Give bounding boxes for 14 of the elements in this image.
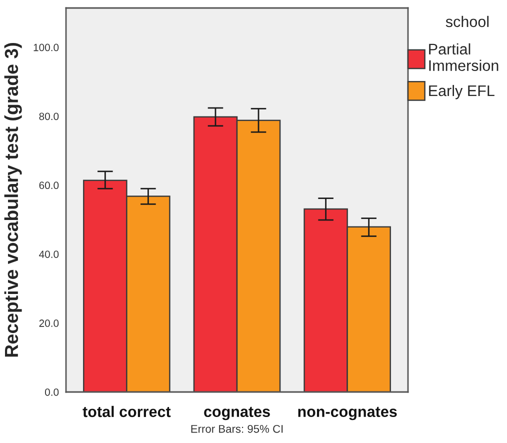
y-tick-label: 20.0	[39, 320, 59, 327]
y-tick-label: 40.0	[39, 250, 59, 258]
legend-label: Early EFL	[429, 84, 494, 100]
y-tick-label: 60.0	[39, 182, 59, 190]
legend-label: Partial Immersion	[429, 43, 498, 71]
legend-title: school	[446, 16, 489, 28]
y-tick-label: 100.0	[34, 44, 59, 52]
y-tick-label: 80.0	[39, 112, 59, 120]
y-axis-title: Receptive vocabulary test (grade 3)	[4, 43, 22, 357]
y-tick-label: 0.0	[44, 388, 59, 396]
x-tick-label: total correct	[82, 406, 171, 418]
x-tick-label: non-cognates	[298, 406, 397, 420]
text: Error Bars: 95% CI	[191, 424, 283, 433]
x-tick-label: cognates	[204, 406, 270, 420]
